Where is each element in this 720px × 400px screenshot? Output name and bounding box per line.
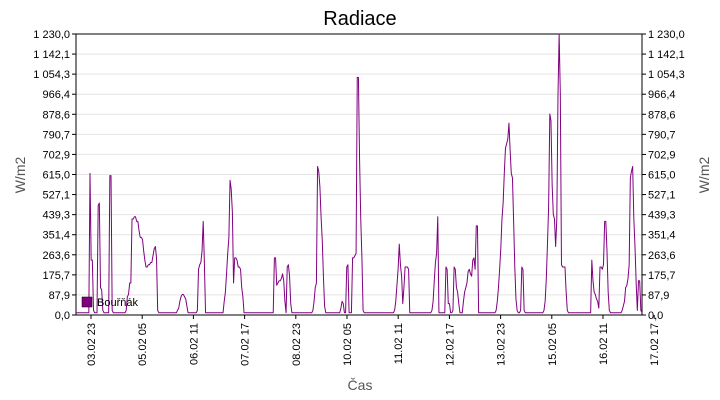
- y-tick-label: 878,6: [42, 109, 70, 121]
- y-tick-label: 175,7: [648, 270, 676, 282]
- y-tick-label: 1 142,1: [33, 49, 70, 61]
- legend: Bouřňák: [81, 296, 138, 309]
- x-tick-label: 17.02 17: [649, 323, 661, 366]
- x-tick-label: 07.02 17: [240, 323, 252, 366]
- x-tick-label: 11.02 11: [393, 323, 405, 364]
- y-axis-left: 0,0 87,9 175,7 263,6 351,4 439,3 527,1 615,0 702…: [33, 29, 76, 322]
- y-tick-label: 351,4: [42, 230, 70, 242]
- chart-title: Radiace: [323, 8, 396, 30]
- y-tick-label: 439,3: [42, 210, 70, 222]
- y-axis-label-right: W/m2: [696, 157, 712, 194]
- y-tick-label: 351,4: [648, 230, 676, 242]
- y-tick-label: 527,1: [648, 190, 676, 202]
- x-tick-label: 03.02 23: [86, 323, 98, 366]
- y-tick-label: 966,4: [648, 89, 676, 101]
- y-axis-right: 0,0 87,9 175,7 263,6 351,4 439,3 527,1 615,0 702…: [642, 29, 685, 322]
- legend-swatch: [81, 296, 93, 308]
- x-tick-label: 06.02 11: [188, 323, 200, 365]
- y-tick-label: 175,7: [42, 270, 70, 282]
- y-tick-label: 878,6: [648, 109, 676, 121]
- y-tick-label: 439,3: [648, 210, 676, 222]
- x-tick-label: 16.02 11: [598, 323, 610, 365]
- y-tick-label: 1 230,0: [648, 29, 685, 41]
- y-tick-label: 527,1: [42, 190, 70, 202]
- y-tick-label: 790,7: [42, 129, 70, 141]
- y-tick-label: 1 230,0: [33, 29, 70, 41]
- series-layer: [76, 33, 643, 314]
- y-axis-label-left: W/m2: [12, 157, 28, 194]
- x-axis-label: Čas: [348, 377, 373, 393]
- x-axis: 03.02 23 05.02 05 06.02 11 07.02 17 08.02 23…: [86, 315, 661, 366]
- y-tick-label: 615,0: [42, 170, 70, 182]
- y-tick-label: 615,0: [648, 170, 676, 182]
- y-tick-label: 702,9: [648, 149, 676, 161]
- x-tick-label: 10.02 05: [342, 323, 354, 366]
- x-tick-label: 05.02 05: [137, 323, 149, 366]
- x-tick-label: 15.02 05: [547, 323, 559, 366]
- y-tick-label: 87,9: [49, 290, 70, 302]
- y-tick-label: 966,4: [42, 89, 70, 101]
- y-tick-label: 1 054,3: [33, 69, 70, 81]
- x-tick-label: 08.02 23: [291, 323, 303, 366]
- y-tick-label: 0,0: [648, 310, 663, 322]
- series-line: [76, 33, 643, 314]
- x-tick-label: 12.02 17: [444, 323, 456, 366]
- y-tick-label: 263,6: [648, 250, 676, 262]
- y-tick-label: 702,9: [42, 149, 70, 161]
- legend-label: Bouřňák: [97, 297, 138, 309]
- y-tick-label: 0,0: [55, 310, 70, 322]
- y-tick-label: 1 142,1: [648, 49, 685, 61]
- y-tick-label: 790,7: [648, 129, 676, 141]
- y-tick-label: 1 054,3: [648, 69, 685, 81]
- y-tick-label: 263,6: [42, 250, 70, 262]
- x-tick-label: 13.02 23: [496, 323, 508, 366]
- y-tick-label: 87,9: [648, 290, 669, 302]
